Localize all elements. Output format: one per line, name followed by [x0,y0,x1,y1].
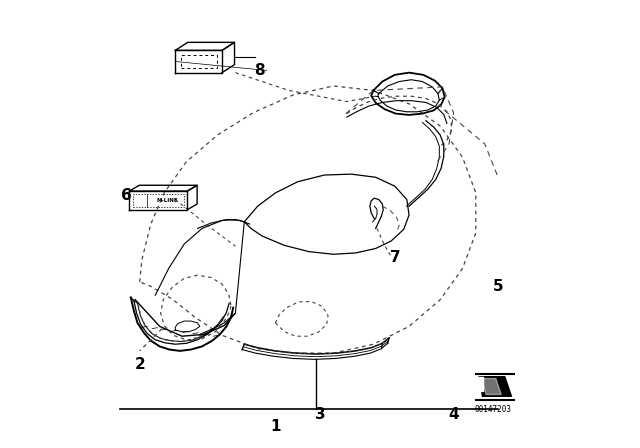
Text: 7: 7 [390,250,401,265]
Text: 00147203: 00147203 [474,405,511,414]
Text: 2: 2 [134,357,145,372]
Text: M-LINE: M-LINE [156,198,178,203]
Text: 5: 5 [493,279,504,294]
Text: 4: 4 [448,407,459,422]
Text: 3: 3 [315,407,325,422]
Text: 1: 1 [270,419,281,434]
Polygon shape [482,379,501,395]
Polygon shape [478,377,483,391]
Text: 8: 8 [255,63,265,78]
Polygon shape [479,377,511,396]
Text: 6: 6 [121,188,132,202]
